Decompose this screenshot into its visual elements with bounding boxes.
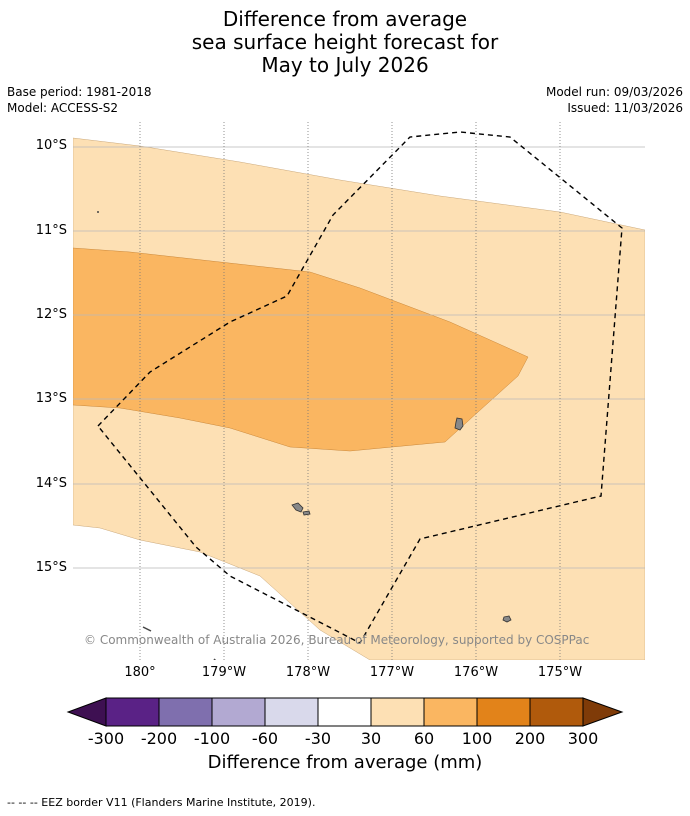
colorbar-label: Difference from average (mm) [207, 752, 483, 773]
meta-left: Base period: 1981-2018 Model: ACCESS-S2 [7, 84, 152, 116]
colorbar-box-1 [158, 697, 213, 727]
colorbar-tick-2: -100 [193, 729, 231, 748]
eez-border [97, 131, 623, 644]
base-period: Base period: 1981-2018 [7, 85, 152, 99]
land-island-5 [97, 211, 99, 213]
land-island-7 [213, 658, 217, 660]
title-line-2: sea surface height forecast for [191, 30, 499, 54]
colorbar-tick-0: -300 [87, 729, 125, 748]
colorbar-tick-7: 100 [461, 729, 493, 748]
issued-date: Issued: 11/03/2026 [567, 101, 683, 115]
colorbar-box-5 [370, 697, 425, 727]
colorbar-extend-low [66, 697, 107, 727]
colorbar-tick-9: 300 [567, 729, 599, 748]
lat-label-13s: 13°S [35, 391, 67, 406]
region-60-100 [73, 247, 529, 452]
colorbar-box-4 [317, 697, 372, 727]
copyright-notice: © Commonwealth of Australia 2026, Bureau… [84, 633, 590, 647]
colorbar-tick-4: -30 [304, 729, 332, 748]
graticule [73, 122, 645, 660]
eez-legend-note: -- -- -- EEZ border V11 (Flanders Marine… [7, 796, 316, 809]
lat-label-15s: 15°S [35, 560, 67, 575]
land-island-4 [502, 615, 512, 623]
lon-label-175w: 175°W [537, 665, 583, 680]
colorbar-box-6 [423, 697, 478, 727]
colorbar-extend-high [582, 697, 624, 727]
title-line-3: May to July 2026 [261, 53, 429, 77]
land-island-1 [454, 417, 464, 431]
land-island-6 [142, 626, 152, 632]
colorbar-box-3 [264, 697, 319, 727]
colorbar-tick-5: 30 [360, 729, 382, 748]
lon-label-177w: 177°W [369, 665, 415, 680]
model-name: Model: ACCESS-S2 [7, 101, 119, 115]
colorbar-tick-8: 200 [514, 729, 546, 748]
colorbar-box-8 [529, 697, 584, 727]
colorbar-box-0 [105, 697, 160, 727]
lat-label-11s: 11°S [35, 223, 67, 238]
colorbar-box-7 [476, 697, 531, 727]
meta-right: Model run: 09/03/2026 Issued: 11/03/2026 [546, 84, 683, 116]
lon-label-176w: 176°W [453, 665, 499, 680]
colorbar-box-2 [211, 697, 266, 727]
lat-label-12s: 12°S [35, 307, 67, 322]
lon-label-178w: 178°W [285, 665, 331, 680]
title-line-1: Difference from average [222, 7, 468, 31]
chart-title: Difference from average sea surface heig… [0, 8, 690, 77]
land-island-2 [291, 502, 304, 513]
colorbar-tick-6: 60 [413, 729, 435, 748]
colorbar-tick-1: -200 [140, 729, 178, 748]
lon-label-180: 180° [124, 665, 156, 680]
lat-label-10s: 10°S [35, 138, 67, 153]
colorbar-tick-3: -60 [251, 729, 279, 748]
lon-label-179w: 179°W [201, 665, 247, 680]
model-run: Model run: 09/03/2026 [545, 85, 683, 99]
lat-label-14s: 14°S [35, 476, 67, 491]
